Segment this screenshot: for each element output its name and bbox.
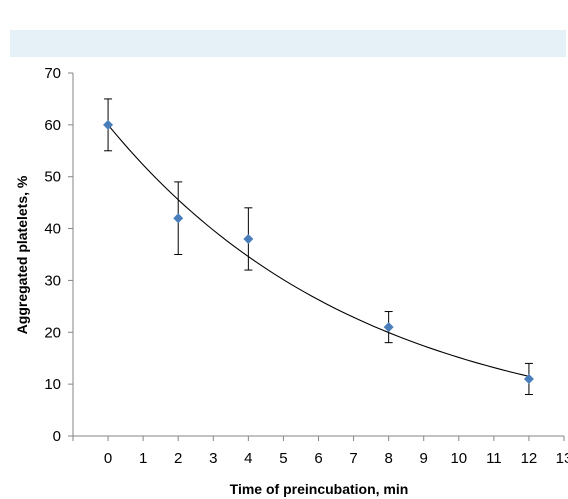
header-band	[10, 30, 566, 57]
trendline	[107, 124, 530, 377]
y-tick-label: 40	[44, 221, 61, 238]
data-point	[103, 119, 114, 130]
x-axis-ticks: 012345678910111213	[72, 436, 568, 467]
error-bars	[104, 98, 533, 396]
trendline-group	[107, 124, 530, 377]
data-point	[383, 322, 394, 333]
axes	[72, 73, 564, 437]
x-tick-label: 10	[450, 450, 467, 467]
y-tick-label: 30	[44, 272, 61, 289]
y-tick-label: 0	[53, 428, 61, 445]
x-tick-label: 11	[486, 450, 502, 467]
x-tick-label: 2	[174, 450, 182, 467]
x-tick-label: 12	[521, 450, 538, 467]
y-axis-ticks: 0 10 20 30 40 50 60 70	[44, 65, 73, 445]
x-tick-label: 8	[384, 450, 392, 467]
x-tick-label: 9	[420, 450, 428, 467]
y-tick-label: 20	[44, 324, 61, 341]
y-tick-label: 50	[44, 169, 61, 186]
x-tick-label: 5	[279, 450, 287, 467]
x-tick-label: 7	[349, 450, 357, 467]
x-tick-label: 13	[556, 450, 568, 467]
y-tick-label: 10	[44, 376, 61, 393]
data-point	[173, 213, 184, 224]
x-tick-label: 3	[209, 450, 217, 467]
x-tick-label: 1	[139, 450, 147, 467]
data-point	[243, 233, 254, 244]
x-tick-label: 6	[314, 450, 322, 467]
x-tick-label: 0	[104, 450, 112, 467]
y-tick-label: 60	[44, 117, 61, 134]
data-points	[103, 119, 534, 384]
x-axis-title: Time of preincubation, min	[230, 481, 409, 497]
x-tick-label: 4	[244, 450, 252, 467]
y-tick-label: 70	[44, 65, 61, 82]
data-point	[523, 373, 534, 384]
y-axis-title: Aggregated platelets, %	[14, 175, 30, 334]
